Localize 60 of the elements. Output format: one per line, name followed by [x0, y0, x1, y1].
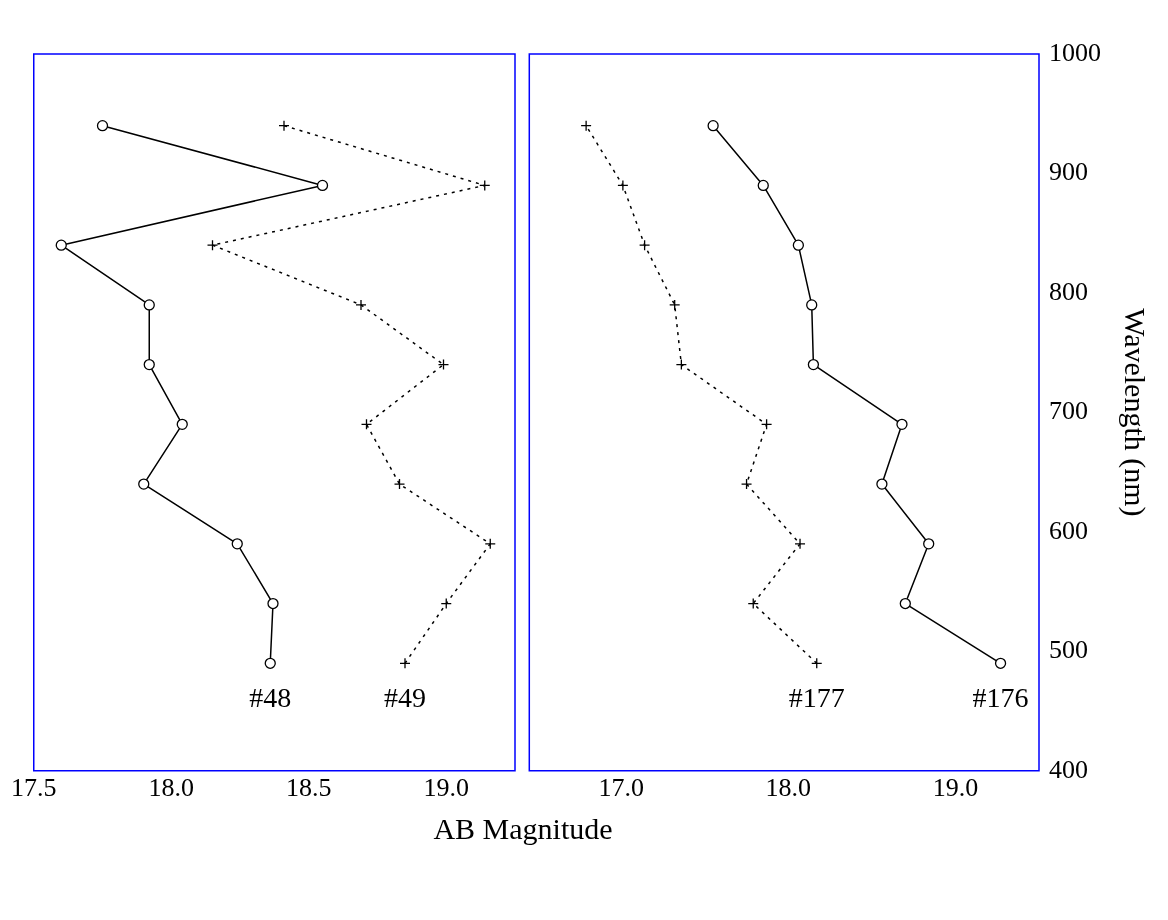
point — [231, 538, 243, 550]
x-tick-label: 18.5 — [286, 773, 332, 803]
series-label: #49 — [384, 681, 426, 713]
point — [264, 657, 276, 669]
point — [923, 538, 935, 550]
point — [55, 239, 67, 251]
point — [580, 120, 592, 132]
point — [740, 478, 753, 490]
point — [484, 538, 496, 550]
point — [143, 358, 155, 371]
series-label: #176 — [972, 681, 1029, 713]
x-tick-label: 19.0 — [423, 773, 469, 803]
x-tick-label: 17.5 — [11, 773, 57, 803]
point — [760, 418, 773, 430]
point — [899, 597, 911, 610]
point — [792, 239, 805, 251]
point — [994, 657, 1007, 669]
point — [399, 657, 411, 669]
point — [360, 418, 373, 430]
y-tick-label: 600 — [1049, 515, 1088, 545]
x-axis-title: AB Magnitude — [432, 812, 614, 846]
y-tick-label: 900 — [1049, 157, 1088, 187]
x-tick-label: 18.0 — [765, 773, 812, 803]
point — [811, 657, 823, 669]
y-axis-title: Wavelength (nm) — [1118, 308, 1153, 517]
point — [707, 120, 719, 132]
x-tick-label: 19.0 — [932, 773, 979, 803]
y-tick-label: 500 — [1049, 635, 1088, 665]
point — [669, 299, 681, 311]
point — [143, 299, 155, 311]
point — [355, 299, 367, 311]
series-label: #48 — [249, 681, 292, 713]
point — [807, 358, 820, 371]
point — [876, 478, 888, 490]
point — [794, 538, 806, 550]
x-tick-label: 17.0 — [598, 773, 644, 803]
point — [437, 358, 450, 371]
y-tick-label: 400 — [1049, 754, 1088, 784]
y-tick-label: 800 — [1049, 276, 1088, 306]
point — [479, 179, 491, 192]
point — [675, 358, 688, 371]
x-tick-label: 18.0 — [148, 773, 194, 803]
point — [757, 179, 769, 192]
point — [393, 478, 406, 490]
point — [440, 597, 452, 610]
point — [96, 120, 109, 132]
point — [267, 597, 279, 610]
point — [176, 418, 188, 430]
point — [806, 299, 818, 311]
point — [138, 478, 150, 490]
point — [896, 418, 908, 430]
point — [638, 239, 651, 251]
point — [278, 120, 290, 132]
point — [206, 239, 219, 251]
point — [316, 179, 329, 192]
point — [747, 597, 759, 610]
y-tick-label: 700 — [1049, 396, 1088, 426]
series-label: #177 — [788, 681, 845, 713]
y-tick-label: 1000 — [1049, 37, 1101, 67]
point — [617, 179, 629, 192]
